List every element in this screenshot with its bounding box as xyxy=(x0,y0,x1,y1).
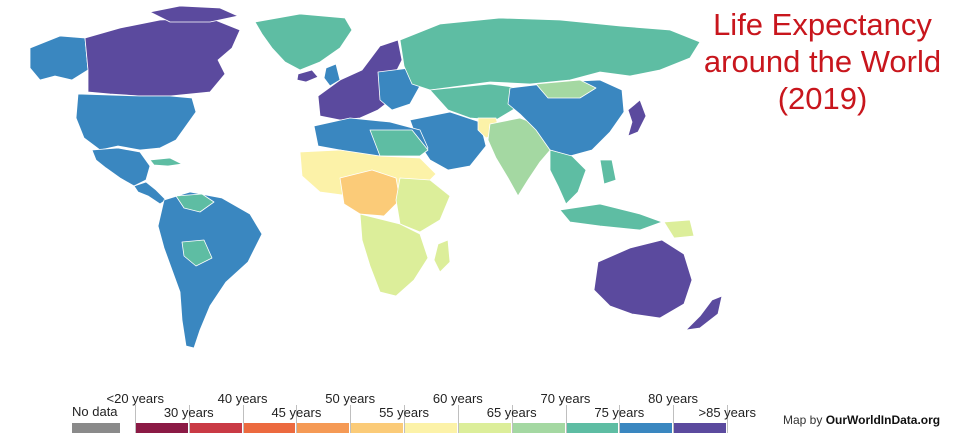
legend-swatch xyxy=(565,423,619,433)
legend-tick xyxy=(457,405,459,433)
region-canada-islands[interactable] xyxy=(149,5,239,23)
region-canada[interactable] xyxy=(84,17,241,97)
legend-swatch xyxy=(350,423,404,433)
region-philippines[interactable] xyxy=(599,159,617,185)
region-new-zealand[interactable] xyxy=(685,295,723,331)
credit-source-link[interactable]: OurWorldInData.org xyxy=(825,413,941,427)
region-indonesia[interactable] xyxy=(559,203,663,231)
legend-label: 45 years xyxy=(271,405,322,420)
legend-tick xyxy=(135,405,136,433)
region-russia[interactable] xyxy=(399,17,701,91)
region-libya-egypt[interactable] xyxy=(369,129,429,157)
region-mexico[interactable] xyxy=(91,147,151,187)
region-southern-africa[interactable] xyxy=(359,213,429,297)
legend-label: 65 years xyxy=(486,405,537,420)
map-title: Life Expectancy around the World (2019) xyxy=(690,6,955,117)
region-south-america[interactable] xyxy=(157,191,263,349)
legend-swatch xyxy=(457,423,511,433)
legend-label: 50 years xyxy=(325,391,376,406)
title-line-1: Life Expectancy xyxy=(713,7,932,42)
legend-tick xyxy=(296,405,298,433)
legend-tick xyxy=(619,405,621,433)
world-map xyxy=(29,5,723,349)
legend-no-data-label: No data xyxy=(72,404,118,419)
legend-label: 30 years xyxy=(163,405,214,420)
legend-label: 55 years xyxy=(379,405,429,420)
legend-label: 70 years xyxy=(540,391,591,406)
legend-swatch xyxy=(188,423,242,433)
legend-label: 60 years xyxy=(432,391,483,406)
region-central-asia[interactable] xyxy=(429,83,521,121)
region-central-africa[interactable] xyxy=(339,169,401,217)
legend-swatch xyxy=(135,423,188,433)
legend-swatch xyxy=(673,423,726,433)
legend-label: 40 years xyxy=(217,391,268,406)
map-credit: Map by OurWorldInData.org xyxy=(783,413,940,427)
region-china[interactable] xyxy=(507,79,625,157)
region-southeast-asia[interactable] xyxy=(549,149,587,205)
region-australia[interactable] xyxy=(593,239,693,319)
region-united-kingdom[interactable] xyxy=(323,63,341,87)
credit-prefix: Map by xyxy=(783,413,826,427)
region-united-states[interactable] xyxy=(75,93,197,151)
legend-tick xyxy=(242,405,244,433)
region-caribbean[interactable] xyxy=(149,157,183,167)
legend-swatch xyxy=(619,423,673,433)
legend-tick xyxy=(565,405,567,433)
legend-label: 75 years xyxy=(594,405,645,420)
region-east-africa[interactable] xyxy=(395,177,451,233)
region-madagascar[interactable] xyxy=(433,239,451,273)
legend-swatch xyxy=(511,423,565,433)
legend-tick xyxy=(727,405,728,433)
legend-tick xyxy=(350,405,352,433)
region-mongolia[interactable] xyxy=(535,79,597,99)
region-alaska[interactable] xyxy=(29,35,89,81)
region-papua[interactable] xyxy=(663,219,695,239)
legend-tick xyxy=(188,405,190,433)
title-line-3: (2019) xyxy=(777,81,868,116)
title-line-2: around the World xyxy=(703,44,942,79)
legend-label: >85 years xyxy=(698,405,756,420)
legend-label: 80 years xyxy=(648,391,699,406)
legend-label: <20 years xyxy=(106,391,164,406)
legend-tick xyxy=(511,405,513,433)
legend-tick xyxy=(404,405,406,433)
region-greenland[interactable] xyxy=(254,13,353,71)
legend-swatch xyxy=(404,423,457,433)
region-iceland[interactable] xyxy=(296,69,319,83)
legend-no-data-swatch xyxy=(72,423,120,433)
region-central-america[interactable] xyxy=(133,181,167,205)
legend-swatch xyxy=(296,423,350,433)
region-bolivia[interactable] xyxy=(181,239,213,267)
legend-swatch xyxy=(242,423,296,433)
region-japan[interactable] xyxy=(627,99,647,137)
legend-tick xyxy=(673,405,675,433)
region-northern-south-america[interactable] xyxy=(175,193,215,213)
